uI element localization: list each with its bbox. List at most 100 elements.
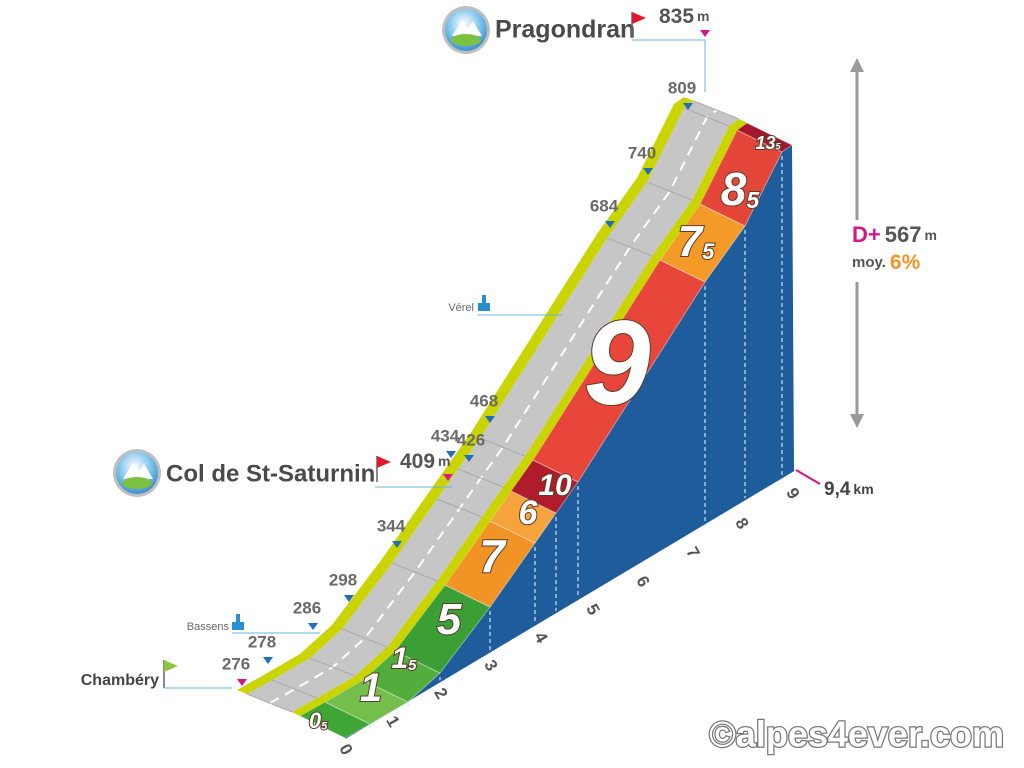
elevation-pointer — [443, 474, 453, 481]
gradient-sub: 5 — [702, 239, 715, 264]
road-joint — [457, 468, 504, 488]
gradient-main: 7 — [479, 530, 507, 582]
village-name: Vérel — [448, 302, 474, 314]
road-joint — [309, 657, 356, 677]
road-joint — [479, 437, 526, 457]
elevation-pointer — [237, 679, 247, 686]
gain: D+ 567 m — [852, 222, 937, 247]
elevation-pointer — [344, 595, 354, 602]
gradient-label: 15 — [391, 642, 417, 675]
village-icon — [236, 614, 240, 623]
elevation-label: 344 — [377, 516, 406, 535]
road-joint — [646, 181, 693, 201]
start-name: Chambéry — [81, 672, 159, 689]
elevation-pointer — [485, 416, 495, 423]
distance-tick — [795, 469, 821, 485]
village-name: Bassens — [187, 621, 230, 633]
elevation-label: 468 — [470, 391, 498, 410]
village-icon — [478, 303, 490, 311]
elevation-label: 809 — [668, 78, 696, 97]
elevation-pointer — [263, 657, 273, 664]
gradient-sub: 5 — [408, 657, 417, 674]
gradient-main: 1 — [360, 666, 382, 710]
distance-unit: km — [853, 481, 873, 497]
gradient-main: 0 — [309, 708, 322, 733]
distance-label: 9,4 km — [824, 479, 874, 500]
gain-label: D+ — [852, 222, 881, 247]
km-label: 7 — [682, 544, 703, 562]
gradient-label: 135 — [755, 133, 781, 153]
flag — [632, 12, 646, 24]
gain-unit: m — [924, 227, 936, 243]
elevation-label: 278 — [248, 632, 276, 651]
gain-arrow-head — [850, 414, 864, 428]
km-label: 5 — [582, 601, 603, 619]
road-joint — [436, 498, 483, 518]
summit-elevation: 835 m — [659, 5, 710, 28]
gain-value: 567 — [885, 222, 922, 247]
gradient-main: 5 — [437, 595, 462, 644]
elevation-label: 276 — [222, 654, 250, 673]
average-value: 6% — [890, 251, 921, 274]
gradient-sub: 5 — [746, 187, 760, 213]
road — [247, 101, 739, 712]
road-center-line — [269, 109, 718, 704]
credit: ©alpes4ever.com — [709, 714, 1004, 755]
road-edge — [237, 97, 694, 694]
average-label: moy. — [852, 254, 886, 271]
road-joint — [683, 107, 730, 127]
village-icon — [232, 622, 244, 630]
gradient-main: 6 — [519, 494, 539, 532]
gradient-main: 13 — [755, 133, 775, 153]
elevation-pointer — [700, 30, 710, 37]
elevation-label: 286 — [293, 598, 321, 617]
col-name: Col de St-Saturnin — [166, 460, 375, 487]
summit-name: Pragondran — [495, 16, 635, 44]
road-joint — [693, 100, 740, 120]
col-elevation-value: 409 — [400, 450, 435, 473]
pass-icon — [452, 20, 482, 36]
gradient-sub: 5 — [776, 142, 782, 152]
gradient-label: 05 — [309, 708, 328, 733]
road-joint — [341, 628, 388, 648]
summit-elevation-value: 835 — [659, 5, 694, 28]
km-label: 0 — [335, 741, 356, 759]
elevation-label: 434 — [431, 426, 460, 445]
gradient-label: 7 — [479, 530, 507, 582]
elevation-pointer — [605, 221, 615, 228]
road-joint — [271, 679, 318, 699]
gradient-sub: 5 — [321, 720, 328, 732]
leader-line — [632, 39, 706, 92]
flag — [164, 660, 178, 672]
elevation-pointer — [464, 455, 474, 462]
road-joint — [606, 237, 653, 257]
gradient-main: 9 — [584, 296, 651, 430]
elevation-label: 426 — [457, 430, 485, 449]
gradient-main: 1 — [391, 642, 408, 675]
gradient-label: 6 — [519, 494, 539, 532]
col-elevation: 409 m — [400, 450, 451, 473]
gradient-main: 10 — [538, 469, 572, 502]
baseline — [344, 469, 795, 739]
elevation-pointer — [392, 541, 402, 548]
gradient-label: 85 — [721, 163, 761, 215]
summit-elevation-unit: m — [697, 8, 709, 24]
km-label: 2 — [430, 685, 451, 703]
gradient-label: 9 — [584, 296, 651, 430]
gradient-label: 75 — [678, 217, 715, 266]
pass-icon — [123, 463, 153, 479]
road-joint — [391, 562, 438, 582]
elevation-label: 684 — [590, 196, 619, 215]
elevation-pointer — [446, 451, 456, 458]
village-icon — [482, 295, 486, 304]
elevation-pointer — [643, 168, 653, 175]
km-label: 4 — [530, 629, 551, 647]
road-joint — [246, 693, 293, 713]
km-label: 6 — [632, 573, 653, 591]
gradient-main: 8 — [721, 163, 747, 215]
gradient-label: 10 — [538, 469, 572, 502]
gradient-label: 1 — [360, 666, 382, 710]
gradient-main: 7 — [678, 217, 705, 266]
pass-icon — [451, 34, 481, 46]
